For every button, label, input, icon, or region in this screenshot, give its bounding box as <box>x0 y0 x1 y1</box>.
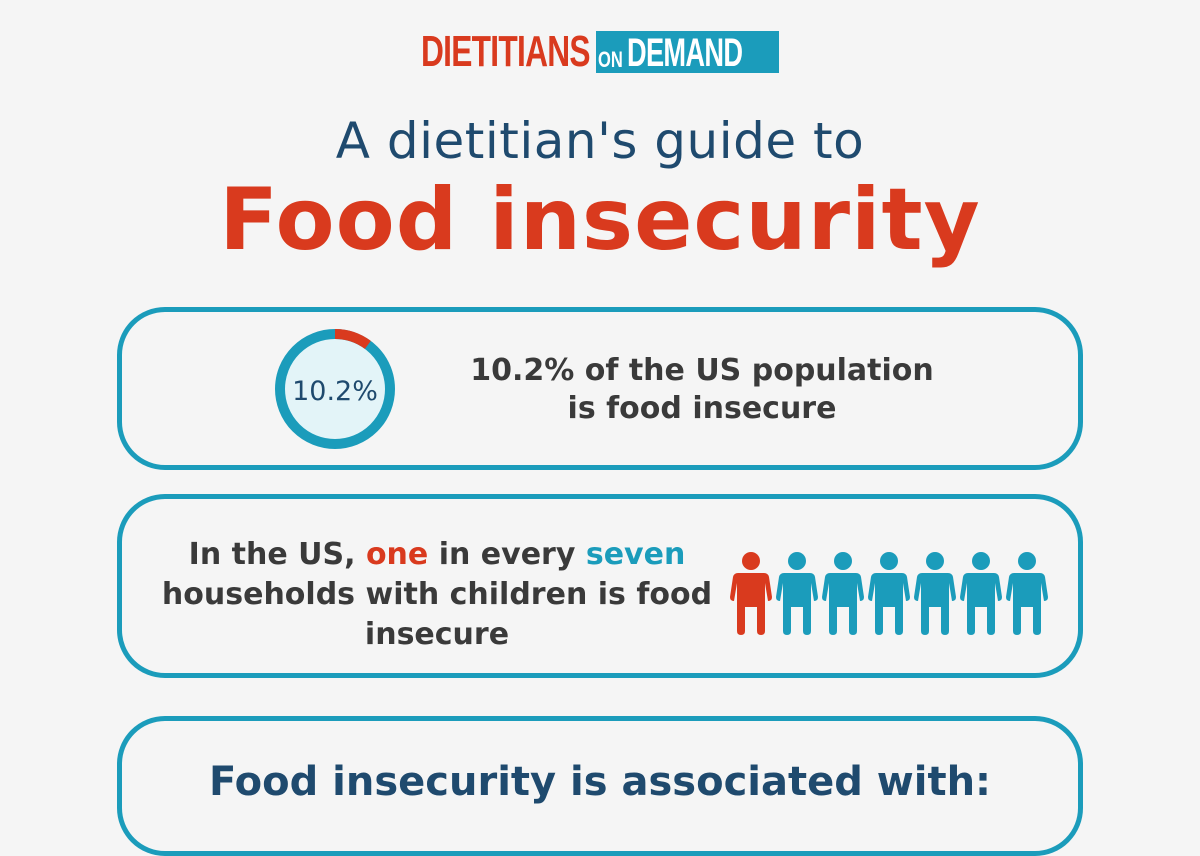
text-fragment: households with children is food insecur… <box>161 577 713 652</box>
person-icon <box>1006 552 1048 635</box>
logo-on: on <box>598 47 623 72</box>
logo-dietitians: Dietitians <box>421 27 591 76</box>
logo: Dietitians on Demand <box>421 14 779 76</box>
highlight-one: one <box>365 537 429 572</box>
people-pictogram <box>730 551 1048 635</box>
associations-heading: Food insecurity is associated with: <box>208 759 992 805</box>
page-subtitle: A dietitian's guide to <box>335 112 865 170</box>
person-icon <box>822 552 864 635</box>
logo-demand: Demand <box>627 31 743 75</box>
person-icon-red <box>730 552 772 635</box>
associations-card: Food insecurity is associated with: <box>117 716 1083 856</box>
person-icon <box>868 552 910 635</box>
donut-chart-icon: 10.2% <box>275 329 395 449</box>
person-icon <box>776 552 818 635</box>
text-fragment: in every <box>428 537 586 572</box>
stat-card-households: In the US, one in every seven households… <box>117 494 1083 678</box>
person-icon <box>960 552 1002 635</box>
page-title: Food insecurity <box>219 170 981 270</box>
text-fragment: In the US, <box>188 537 366 572</box>
population-stat-text: 10.2% of the US population is food insec… <box>470 353 934 426</box>
logo-on-demand-box: on Demand <box>596 31 779 73</box>
stat-card-population: 10.2% 10.2% of the US population is food… <box>117 307 1083 470</box>
households-stat-text: In the US, one in every seven households… <box>152 535 722 655</box>
donut-label: 10.2% <box>292 376 378 407</box>
highlight-seven: seven <box>585 537 686 572</box>
person-icon <box>914 552 956 635</box>
